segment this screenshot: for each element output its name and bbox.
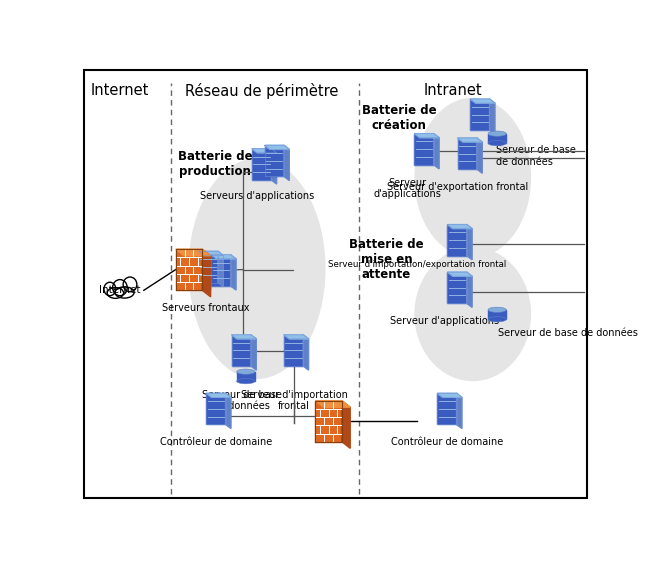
Text: Internet: Internet	[91, 83, 149, 98]
Text: Serveurs frontaux: Serveurs frontaux	[162, 303, 250, 313]
Polygon shape	[457, 138, 477, 169]
FancyBboxPatch shape	[84, 70, 587, 498]
Polygon shape	[205, 255, 211, 290]
Ellipse shape	[415, 98, 531, 258]
Polygon shape	[271, 149, 276, 184]
Polygon shape	[316, 401, 350, 407]
Ellipse shape	[236, 379, 255, 384]
Text: Serveur d'importation/exportation frontal: Serveur d'importation/exportation fronta…	[328, 260, 506, 269]
Polygon shape	[447, 272, 472, 276]
Polygon shape	[265, 146, 290, 149]
Polygon shape	[303, 335, 309, 370]
Text: Serveur de base
de données: Serveur de base de données	[496, 146, 576, 167]
Polygon shape	[470, 99, 489, 130]
Text: Serveur
d'applications: Serveur d'applications	[374, 178, 441, 200]
Text: Batterie de
création: Batterie de création	[362, 104, 436, 132]
Polygon shape	[198, 251, 218, 283]
Text: Serveur d'importation
frontal: Serveur d'importation frontal	[240, 390, 348, 411]
Polygon shape	[198, 251, 223, 255]
Polygon shape	[284, 335, 309, 339]
Polygon shape	[284, 335, 303, 366]
Polygon shape	[284, 146, 290, 180]
Polygon shape	[447, 225, 466, 256]
Polygon shape	[231, 255, 236, 290]
Polygon shape	[265, 146, 284, 176]
Polygon shape	[466, 272, 472, 307]
Ellipse shape	[104, 282, 116, 296]
Polygon shape	[457, 138, 482, 142]
Polygon shape	[176, 249, 211, 256]
Polygon shape	[477, 138, 482, 173]
Text: Serveur de base de données: Serveur de base de données	[498, 328, 638, 338]
Polygon shape	[236, 371, 255, 381]
Text: Intranet: Intranet	[423, 83, 482, 98]
Polygon shape	[252, 149, 276, 153]
Polygon shape	[206, 393, 225, 424]
Polygon shape	[447, 272, 466, 303]
Ellipse shape	[236, 369, 255, 374]
Polygon shape	[186, 255, 211, 259]
Polygon shape	[447, 225, 472, 229]
Ellipse shape	[488, 131, 506, 136]
Text: Serveur d'applications: Serveur d'applications	[390, 316, 499, 327]
Polygon shape	[218, 251, 223, 287]
Text: Réseau de périmètre: Réseau de périmètre	[185, 83, 339, 98]
Polygon shape	[457, 393, 462, 428]
Polygon shape	[206, 393, 231, 397]
Polygon shape	[342, 401, 350, 448]
Polygon shape	[252, 149, 271, 180]
Ellipse shape	[107, 288, 124, 298]
Polygon shape	[212, 255, 236, 259]
Polygon shape	[251, 335, 256, 370]
Ellipse shape	[415, 247, 531, 381]
Polygon shape	[316, 401, 342, 442]
Polygon shape	[415, 134, 434, 165]
Text: Internet: Internet	[99, 285, 141, 295]
Text: Serveur de base
de données: Serveur de base de données	[202, 390, 282, 411]
Polygon shape	[232, 335, 256, 339]
Text: Batterie de
production: Batterie de production	[178, 149, 252, 178]
Polygon shape	[212, 255, 231, 286]
Text: Serveur d'exportation frontal: Serveur d'exportation frontal	[387, 182, 528, 192]
Polygon shape	[225, 393, 231, 428]
Ellipse shape	[488, 307, 506, 312]
Polygon shape	[466, 225, 472, 260]
Text: Contrôleur de domaine: Contrôleur de domaine	[160, 437, 272, 447]
Polygon shape	[489, 99, 495, 134]
Polygon shape	[438, 393, 457, 424]
Polygon shape	[186, 255, 205, 286]
Polygon shape	[415, 134, 439, 138]
Ellipse shape	[123, 277, 137, 292]
Ellipse shape	[115, 287, 134, 298]
Ellipse shape	[488, 140, 506, 146]
Polygon shape	[488, 134, 506, 143]
Polygon shape	[438, 393, 462, 397]
Ellipse shape	[189, 158, 326, 379]
Ellipse shape	[113, 279, 127, 296]
Text: Serveurs d'applications: Serveurs d'applications	[200, 191, 314, 201]
Polygon shape	[202, 249, 211, 297]
Polygon shape	[232, 335, 251, 366]
Text: Batterie de
mise en
attente: Batterie de mise en attente	[349, 238, 424, 282]
Ellipse shape	[488, 316, 506, 322]
Polygon shape	[434, 134, 439, 169]
Text: Contrôleur de domaine: Contrôleur de domaine	[391, 437, 504, 447]
Polygon shape	[470, 99, 495, 103]
Polygon shape	[176, 249, 202, 291]
Polygon shape	[488, 310, 506, 319]
